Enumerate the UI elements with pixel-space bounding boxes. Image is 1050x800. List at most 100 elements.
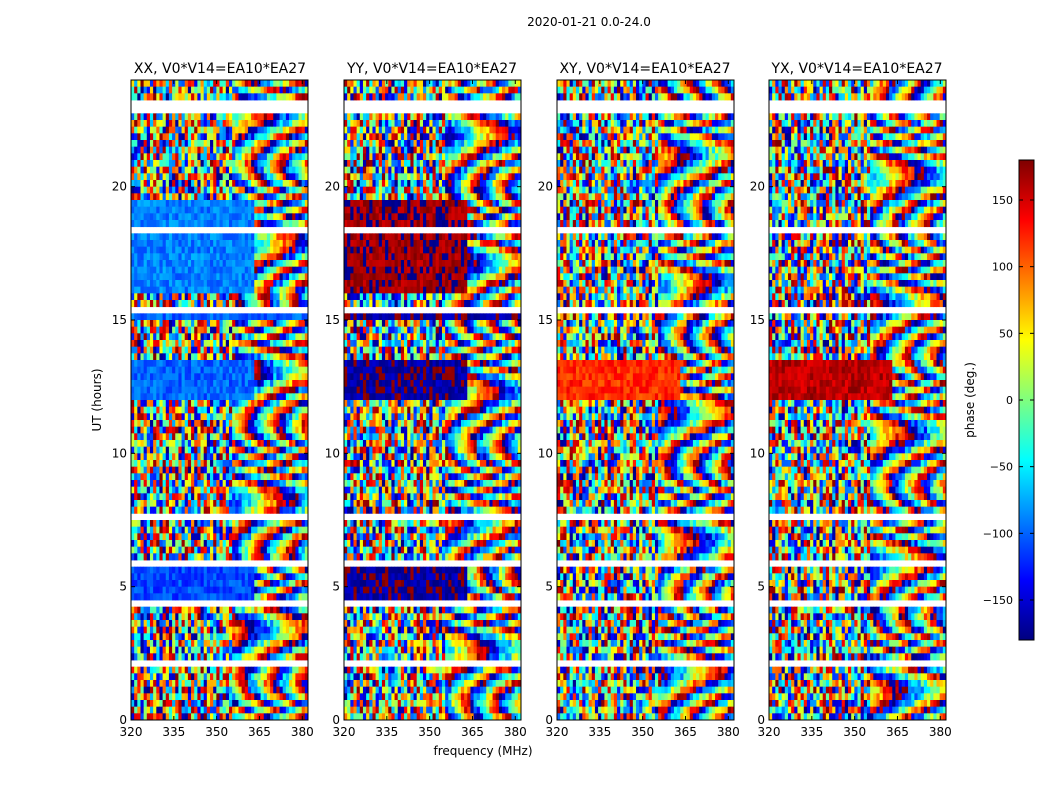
heatmap-cell (200, 80, 205, 88)
heatmap-cell (298, 426, 303, 434)
heatmap-cell (222, 420, 227, 428)
heatmap-cell (203, 426, 208, 434)
heatmap-cell (200, 93, 205, 101)
heatmap-cell (168, 366, 173, 374)
heatmap-cell (298, 280, 303, 288)
heatmap-cell (301, 466, 306, 474)
heatmap-cell (251, 533, 255, 541)
heatmap-cell (187, 166, 192, 174)
heatmap-cell (285, 633, 290, 641)
heatmap-cell (149, 580, 154, 588)
heatmap-cell (156, 533, 160, 541)
heatmap-cell (460, 80, 465, 88)
heatmap-cell (282, 653, 287, 661)
heatmap-cell (228, 573, 233, 581)
heatmap-cell (159, 120, 164, 128)
heatmap-cell (301, 400, 306, 408)
heatmap-cell (216, 300, 220, 308)
heatmap-cell (279, 206, 284, 214)
heatmap-cell (216, 286, 220, 294)
heatmap-cell (222, 220, 227, 228)
heatmap-cell (279, 633, 284, 641)
heatmap-cell (257, 140, 261, 148)
heatmap-cell (165, 573, 170, 581)
heatmap-cell (172, 406, 176, 414)
heatmap-cell (282, 260, 287, 268)
heatmap-cell (263, 200, 268, 208)
heatmap-cell (289, 273, 293, 281)
heatmap-cell (156, 333, 160, 341)
heatmap-cell (251, 520, 255, 528)
heatmap-cell (285, 206, 290, 214)
heatmap-cell (235, 240, 239, 248)
heatmap-cell (228, 126, 233, 134)
heatmap-cell (149, 280, 154, 288)
heatmap-cell (134, 440, 138, 448)
heatmap-cell (238, 446, 243, 454)
heatmap-cell (244, 373, 249, 381)
heatmap-cell (134, 620, 138, 628)
heatmap-cell (181, 646, 186, 654)
heatmap-cell (285, 253, 290, 261)
heatmap-cell (235, 653, 239, 661)
heatmap-cell (181, 566, 186, 574)
heatmap-cell (197, 160, 201, 168)
heatmap-cell (270, 626, 274, 634)
heatmap-cell (279, 553, 284, 561)
heatmap-cell (276, 193, 280, 201)
heatmap-cell (210, 186, 214, 194)
heatmap-cell (251, 640, 255, 648)
heatmap-cell (244, 546, 249, 554)
heatmap-cell (153, 320, 157, 328)
heatmap-cell (282, 360, 287, 368)
heatmap-cell (260, 213, 265, 221)
heatmap-cell (216, 606, 220, 614)
heatmap-cell (292, 320, 296, 328)
heatmap-cell (194, 646, 198, 654)
heatmap-cell (298, 606, 303, 614)
heatmap-cell (238, 420, 243, 428)
heatmap-cell (244, 700, 249, 708)
heatmap-cell (181, 340, 186, 348)
heatmap-cell (203, 340, 208, 348)
heatmap-cell (168, 453, 173, 461)
heatmap-cell (225, 480, 230, 488)
heatmap-cell (257, 653, 261, 661)
heatmap-cell (156, 706, 160, 714)
heatmap-cell (298, 113, 303, 121)
heatmap-cell (238, 193, 243, 201)
heatmap-cell (184, 540, 189, 548)
heatmap-cell (260, 426, 265, 434)
heatmap-cell (153, 260, 157, 268)
heatmap-cell (219, 313, 224, 321)
heatmap-cell (419, 80, 424, 88)
heatmap-cell (263, 493, 268, 501)
heatmap-cell (285, 340, 290, 348)
heatmap-cell (210, 586, 214, 594)
heatmap-cell (260, 460, 265, 468)
heatmap-cell (241, 520, 246, 528)
heatmap-cell (285, 173, 290, 181)
heatmap-cell (263, 466, 268, 474)
heatmap-cell (241, 300, 246, 308)
heatmap-cell (143, 86, 148, 94)
heatmap-cell (225, 406, 230, 414)
heatmap-cell (295, 166, 299, 174)
heatmap-cell (304, 393, 309, 401)
heatmap-cell (270, 133, 274, 141)
heatmap-cell (197, 186, 201, 194)
heatmap-cell (260, 293, 265, 301)
heatmap-cell (162, 253, 167, 261)
heatmap-cell (206, 533, 211, 541)
heatmap-cell (165, 260, 170, 268)
heatmap-cell (298, 480, 303, 488)
heatmap-cell (216, 686, 220, 694)
heatmap-cell (391, 80, 395, 88)
heatmap-cell (289, 246, 293, 254)
heatmap-cell (276, 133, 280, 141)
heatmap-cell (191, 646, 195, 654)
heatmap-cell (131, 113, 135, 121)
heatmap-cell (131, 406, 135, 414)
heatmap-cell (172, 86, 176, 94)
heatmap-cell (184, 233, 189, 241)
